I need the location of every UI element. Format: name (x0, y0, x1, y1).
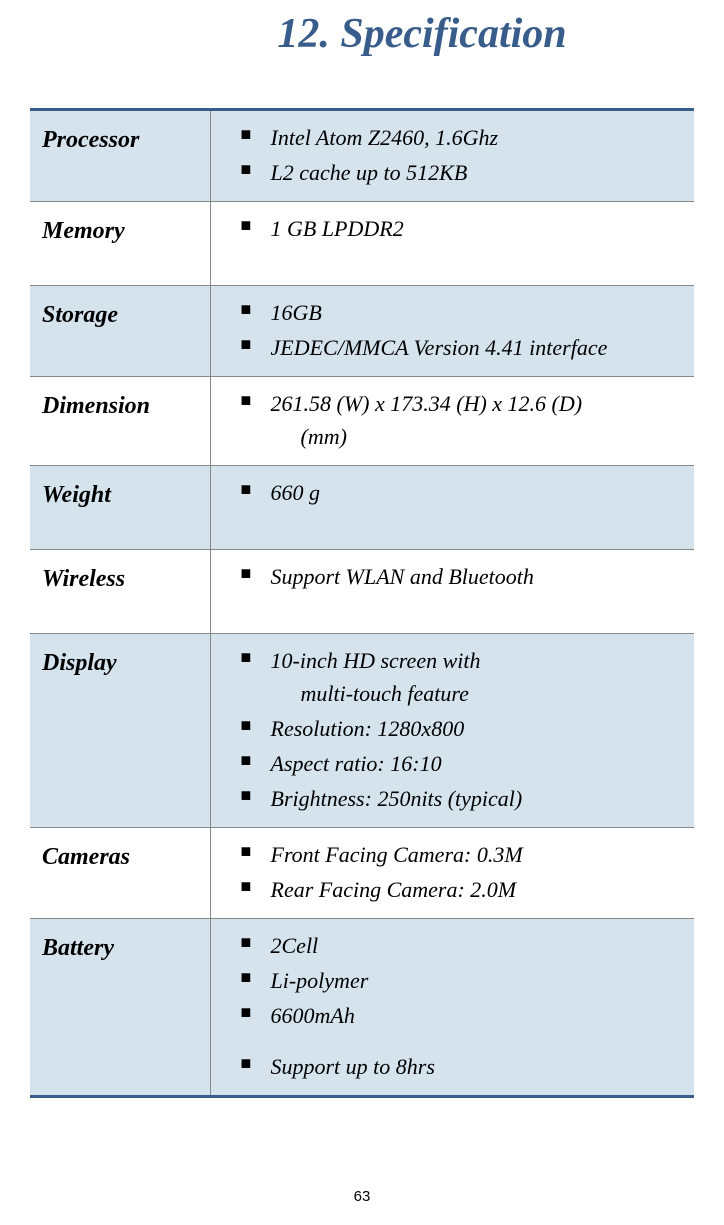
list-item: L2 cache up to 512KB (241, 156, 685, 189)
table-row: Dimension 261.58 (W) x 173.34 (H) x 12.6… (30, 377, 694, 466)
list-item: 1 GB LPDDR2 (241, 212, 685, 245)
list-item: 6600mAh (241, 999, 685, 1032)
spec-list: Intel Atom Z2460, 1.6Ghz L2 cache up to … (211, 121, 685, 189)
list-item: Li-polymer (241, 964, 685, 997)
list-item: Intel Atom Z2460, 1.6Ghz (241, 121, 685, 154)
row-label: Wireless (30, 550, 210, 634)
row-label: Cameras (30, 828, 210, 919)
list-item: 10-inch HD screen with multi-touch featu… (241, 644, 685, 710)
list-item: Resolution: 1280x800 (241, 712, 685, 745)
list-item: Aspect ratio: 16:10 (241, 747, 685, 780)
row-value: 10-inch HD screen with multi-touch featu… (210, 634, 694, 828)
list-item: Support WLAN and Bluetooth (241, 560, 685, 593)
table-row: Cameras Front Facing Camera: 0.3M Rear F… (30, 828, 694, 919)
row-value: 16GB JEDEC/MMCA Version 4.41 interface (210, 286, 694, 377)
row-value: 660 g (210, 466, 694, 550)
row-value: 1 GB LPDDR2 (210, 202, 694, 286)
list-item: Support up to 8hrs (241, 1050, 685, 1083)
page-title: 12. Specification (30, 10, 694, 58)
row-value: Support WLAN and Bluetooth (210, 550, 694, 634)
list-item-continuation: multi-touch feature (271, 681, 469, 706)
page-number: 63 (354, 1188, 371, 1205)
row-value: 261.58 (W) x 173.34 (H) x 12.6 (D) (mm) (210, 377, 694, 466)
table-row: Memory 1 GB LPDDR2 (30, 202, 694, 286)
row-label: Dimension (30, 377, 210, 466)
table-row: Display 10-inch HD screen with multi-tou… (30, 634, 694, 828)
table-row: Wireless Support WLAN and Bluetooth (30, 550, 694, 634)
table-row: Battery 2Cell Li-polymer 6600mAh Support… (30, 919, 694, 1097)
row-label: Battery (30, 919, 210, 1097)
row-label: Display (30, 634, 210, 828)
specification-table: Processor Intel Atom Z2460, 1.6Ghz L2 ca… (30, 108, 694, 1098)
spec-list: 10-inch HD screen with multi-touch featu… (211, 644, 685, 815)
row-label: Storage (30, 286, 210, 377)
row-value: Front Facing Camera: 0.3M Rear Facing Ca… (210, 828, 694, 919)
spec-list: Support WLAN and Bluetooth (211, 560, 685, 593)
list-item-text: 261.58 (W) x 173.34 (H) x 12.6 (D) (271, 391, 583, 416)
list-item: 660 g (241, 476, 685, 509)
list-item: Front Facing Camera: 0.3M (241, 838, 685, 871)
list-item: 2Cell (241, 929, 685, 962)
table-row: Processor Intel Atom Z2460, 1.6Ghz L2 ca… (30, 110, 694, 202)
list-item: 261.58 (W) x 173.34 (H) x 12.6 (D) (mm) (241, 387, 685, 453)
row-label: Processor (30, 110, 210, 202)
table-row: Storage 16GB JEDEC/MMCA Version 4.41 int… (30, 286, 694, 377)
spec-list: 660 g (211, 476, 685, 509)
list-item-continuation: (mm) (271, 424, 347, 449)
spec-list: 1 GB LPDDR2 (211, 212, 685, 245)
list-item: Brightness: 250nits (typical) (241, 782, 685, 815)
list-item: JEDEC/MMCA Version 4.41 interface (241, 331, 685, 364)
spec-list: 261.58 (W) x 173.34 (H) x 12.6 (D) (mm) (211, 387, 685, 453)
spec-list: 2Cell Li-polymer 6600mAh Support up to 8… (211, 929, 685, 1083)
row-label: Memory (30, 202, 210, 286)
table-row: Weight 660 g (30, 466, 694, 550)
spec-list: 16GB JEDEC/MMCA Version 4.41 interface (211, 296, 685, 364)
row-label: Weight (30, 466, 210, 550)
list-item: Rear Facing Camera: 2.0M (241, 873, 685, 906)
list-item: 16GB (241, 296, 685, 329)
spec-list: Front Facing Camera: 0.3M Rear Facing Ca… (211, 838, 685, 906)
page-container: 12. Specification Processor Intel Atom Z… (0, 0, 724, 1098)
row-value: 2Cell Li-polymer 6600mAh Support up to 8… (210, 919, 694, 1097)
list-item-text: 10-inch HD screen with (271, 648, 481, 673)
row-value: Intel Atom Z2460, 1.6Ghz L2 cache up to … (210, 110, 694, 202)
